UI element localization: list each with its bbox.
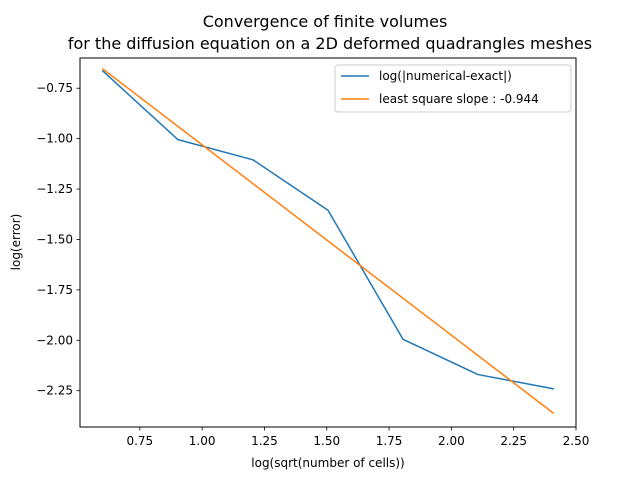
plot-area: 0.75 1.00 1.25 1.50 1.75 2.00 2.25 2.50 −0.75 −1…: [36, 57, 589, 448]
axes-frame: [79, 57, 577, 428]
series-layer: [101, 68, 555, 414]
y-ticks: −0.75 −1.00 −1.25 −1.50 −1.75 −2.00 −2.25: [36, 81, 80, 398]
x-axis-label: log(sqrt(number of cells)): [251, 456, 404, 470]
y-axis-label: log(error): [9, 214, 23, 271]
y-tick-label: −1.25: [36, 182, 73, 196]
y-tick-label: −1.75: [36, 283, 73, 297]
legend: log(|numerical-exact|) least square slop…: [334, 64, 572, 113]
chart-title: Convergence of finite volumes: [203, 12, 448, 31]
series-line-1: [101, 68, 555, 414]
y-tick-label: −1.50: [36, 232, 73, 246]
legend-label-errors: log(|numerical-exact|): [379, 69, 512, 83]
x-tick-label: 2.50: [563, 434, 590, 448]
x-tick-label: 1.75: [376, 434, 403, 448]
x-tick-label: 1.50: [313, 434, 340, 448]
chart-subtitle: for the diffusion equation on a 2D defor…: [68, 34, 592, 53]
x-tick-label: 2.00: [438, 434, 465, 448]
y-tick-label: −0.75: [36, 81, 73, 95]
legend-box: [334, 64, 572, 113]
y-tick-label: −1.00: [36, 132, 73, 146]
y-tick-label: −2.25: [36, 384, 73, 398]
legend-label-fit: least square slope : -0.944: [379, 92, 539, 106]
y-tick-label: −2.00: [36, 333, 73, 347]
x-tick-label: 2.25: [500, 434, 527, 448]
x-tick-label: 1.25: [251, 434, 278, 448]
x-ticks: 0.75 1.00 1.25 1.50 1.75 2.00 2.25 2.50: [126, 427, 589, 448]
x-tick-label: 1.00: [189, 434, 216, 448]
x-tick-label: 0.75: [126, 434, 153, 448]
series-line-0: [101, 70, 554, 390]
